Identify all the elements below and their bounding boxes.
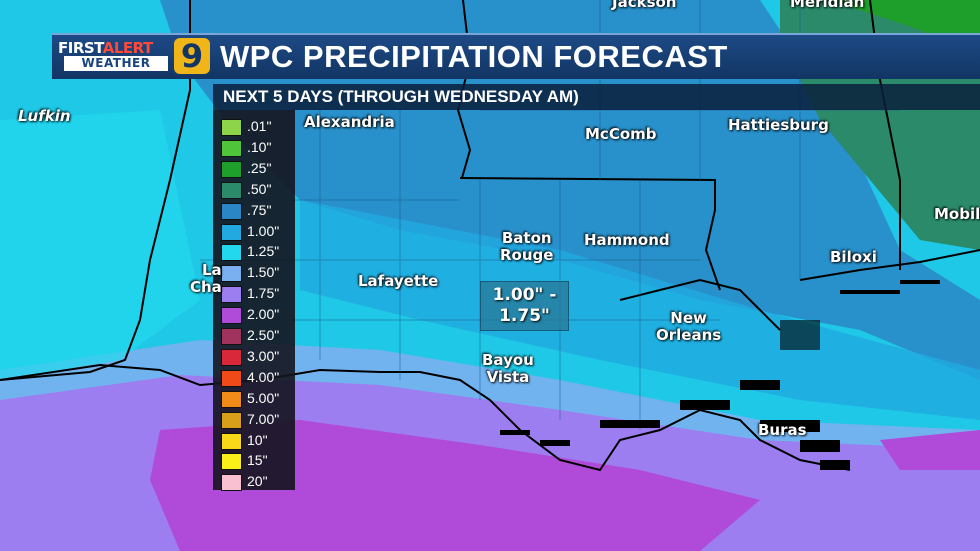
legend-swatch — [221, 390, 242, 408]
legend-item: .75" — [221, 199, 295, 220]
page-subtitle: NEXT 5 DAYS (THROUGH WEDNESDAY AM) — [223, 87, 579, 106]
legend-label: 3.00" — [247, 347, 280, 364]
legend-item: 2.00" — [221, 303, 295, 325]
rainfall-callout: 1.00" - 1.75" — [480, 281, 569, 331]
legend-item: 2.50" — [221, 324, 295, 345]
legend-label: 2.50" — [247, 327, 280, 343]
precip-zone-200-east — [880, 430, 980, 470]
city-jackson: Jackson — [612, 0, 677, 11]
legend-swatch — [221, 411, 242, 429]
legend-item: .01" — [221, 115, 295, 136]
legend-label: 10" — [247, 431, 268, 448]
legend-label: 1.50" — [247, 264, 280, 281]
legend-swatch — [221, 453, 242, 471]
legend-item: .25" — [221, 157, 295, 178]
legend-swatch — [221, 328, 242, 345]
city-lufkin: Lufkin — [18, 107, 71, 125]
city-hammond: Hammond — [584, 231, 670, 249]
legend-item: 15" — [221, 449, 295, 471]
legend-swatch — [221, 432, 242, 450]
legend-label: 2.00" — [247, 306, 280, 323]
callout-line-1: 1.00" - — [492, 285, 557, 305]
legend-label: .10" — [247, 138, 272, 155]
legend-swatch — [221, 348, 242, 366]
legend-swatch — [221, 265, 242, 283]
city-new-orleans-line-1: New — [670, 309, 707, 327]
legend-swatch — [221, 181, 242, 199]
coastal-marsh — [500, 280, 940, 470]
legend-label: .75" — [247, 201, 272, 218]
city-bayou-vista: Bayou Vista — [482, 352, 534, 386]
city-alexandria: Alexandria — [304, 113, 395, 131]
precip-zone-200 — [150, 420, 760, 551]
legend-item: 1.50" — [221, 261, 295, 283]
legend-swatch — [221, 139, 242, 157]
legend-swatch — [221, 286, 242, 304]
city-baton-rouge-line-1: Baton — [501, 229, 552, 247]
legend-item: 5.00" — [221, 387, 295, 408]
city-lafayette: Lafayette — [358, 272, 439, 290]
legend-item: 1.00" — [221, 220, 295, 241]
legend-label: 15" — [247, 452, 268, 469]
city-lake-charles: La Cha — [190, 262, 222, 296]
legend-label: 1.25" — [247, 243, 280, 260]
legend-item: .10" — [221, 136, 295, 157]
title-bar: FIRSTALERT WEATHER 9 WPC PRECIPITATION F… — [52, 33, 980, 79]
callout-line-2: 1.75" — [499, 306, 550, 326]
page-title: WPC PRECIPITATION FORECAST — [220, 39, 728, 74]
legend-label: 1.75" — [247, 285, 280, 302]
legend-swatch — [221, 202, 242, 220]
city-new-orleans: New Orleans — [656, 310, 721, 344]
city-mccomb: McComb — [585, 125, 657, 143]
city-lake-charles-line-2: Cha — [190, 278, 222, 296]
legend-label: .50" — [247, 180, 272, 197]
precip-zone-025 — [830, 0, 980, 60]
legend-swatch — [221, 474, 242, 492]
city-mobile: Mobil — [934, 205, 980, 223]
city-meridian: Meridian — [790, 0, 865, 11]
legend-swatch — [221, 244, 242, 262]
legend-item: .50" — [221, 178, 295, 199]
logo-first-text: FIRST — [58, 39, 103, 57]
city-new-orleans-line-2: Orleans — [656, 326, 722, 344]
legend-item: 1.75" — [221, 282, 295, 304]
city-biloxi: Biloxi — [830, 248, 877, 266]
legend-swatch — [221, 119, 242, 136]
legend-swatch — [221, 223, 242, 241]
legend-swatch — [221, 160, 242, 178]
precip-zone-125-west — [0, 110, 200, 380]
legend-label: 20" — [247, 473, 268, 490]
logo-alert-text: ALERT — [102, 39, 154, 57]
city-buras: Buras — [758, 421, 807, 439]
legend-item: 1.25" — [221, 240, 295, 262]
logo-channel-number: 9 — [174, 38, 210, 74]
legend-item: 4.00" — [221, 366, 295, 387]
legend-label: 5.00" — [247, 389, 280, 406]
legend-item: 20" — [221, 470, 295, 492]
legend-item: 3.00" — [221, 345, 295, 366]
city-lake-charles-line-1: La — [202, 261, 222, 279]
legend-item: 7.00" — [221, 408, 295, 429]
legend-label: 1.00" — [247, 222, 280, 239]
city-bayou-vista-line-2: Vista — [486, 368, 530, 386]
city-bayou-vista-line-1: Bayou — [482, 351, 534, 369]
legend-label: .25" — [247, 159, 272, 176]
legend-label: .01" — [247, 118, 272, 134]
legend-label: 7.00" — [247, 410, 280, 427]
city-baton-rouge: Baton Rouge — [500, 230, 553, 264]
station-logo: FIRSTALERT WEATHER 9 — [56, 38, 212, 74]
legend-swatch — [221, 369, 242, 387]
legend-swatch — [221, 307, 242, 325]
city-hattiesburg: Hattiesburg — [728, 116, 829, 134]
legend-label: 4.00" — [247, 368, 280, 385]
logo-weather-text: WEATHER — [64, 56, 168, 71]
precipitation-legend: .01" .10" .25" .50" .75" 1.00" 1.25" 1.50" 1.75"… — [213, 110, 295, 492]
subtitle-bar: NEXT 5 DAYS (THROUGH WEDNESDAY AM) — [213, 84, 980, 110]
legend-item: 10" — [221, 429, 295, 450]
city-baton-rouge-line-2: Rouge — [500, 246, 554, 264]
